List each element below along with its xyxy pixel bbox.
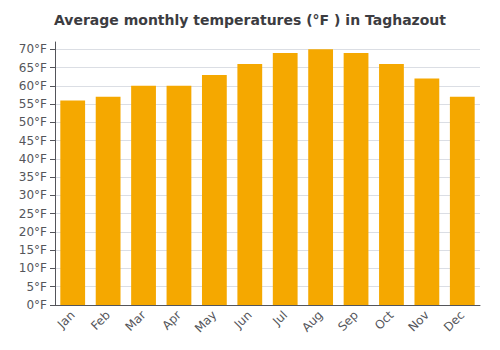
svg-text:45°F: 45°F [19, 134, 47, 148]
svg-text:Apr: Apr [159, 308, 184, 333]
svg-text:15°F: 15°F [19, 243, 47, 257]
svg-text:Nov: Nov [405, 308, 431, 334]
svg-text:20°F: 20°F [19, 225, 47, 239]
svg-text:30°F: 30°F [19, 188, 47, 202]
svg-text:Sep: Sep [335, 308, 361, 334]
svg-text:40°F: 40°F [19, 152, 47, 166]
svg-text:Mar: Mar [123, 308, 149, 334]
svg-text:5°F: 5°F [26, 280, 47, 294]
svg-text:Aug: Aug [299, 308, 325, 334]
svg-text:Dec: Dec [441, 308, 467, 334]
svg-text:Oct: Oct [372, 308, 397, 333]
svg-text:Jun: Jun [231, 308, 255, 332]
svg-text:Feb: Feb [88, 308, 113, 333]
svg-text:70°F: 70°F [19, 42, 47, 56]
svg-text:25°F: 25°F [19, 207, 47, 221]
svg-text:Average monthly temperatures (: Average monthly temperatures (°F ) in Ta… [54, 12, 446, 28]
svg-text:55°F: 55°F [19, 97, 47, 111]
svg-text:0°F: 0°F [26, 298, 47, 312]
svg-text:65°F: 65°F [19, 61, 47, 75]
svg-text:10°F: 10°F [19, 261, 47, 275]
svg-text:Jan: Jan [54, 308, 78, 332]
svg-text:35°F: 35°F [19, 170, 47, 184]
svg-text:May: May [192, 308, 219, 335]
svg-text:50°F: 50°F [19, 115, 47, 129]
svg-text:60°F: 60°F [19, 79, 47, 93]
svg-text:Jul: Jul [269, 308, 290, 329]
